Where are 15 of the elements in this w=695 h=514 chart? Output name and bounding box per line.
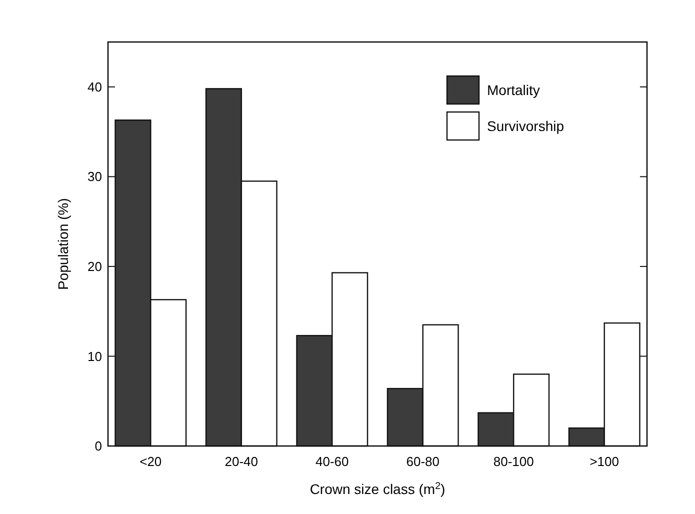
y-axis-title: Population (%) <box>55 198 71 290</box>
x-tick-label: 60-80 <box>406 454 440 469</box>
y-tick-label: 10 <box>88 348 102 364</box>
legend-label: Survivorship <box>487 118 564 134</box>
x-axis-title: Crown size class (m$^{2}$) <box>310 480 446 497</box>
x-tick-label: 80-100 <box>493 454 534 469</box>
y-tick-label: 30 <box>88 169 102 184</box>
y-tick-label: 0 <box>94 438 102 454</box>
x-tick-label: >100 <box>590 454 619 469</box>
x-tick-label: <20 <box>140 454 162 469</box>
y-tick-label: 40 <box>88 79 102 94</box>
y-tick-label: 20 <box>88 258 102 274</box>
x-tick-label: 20-40 <box>224 454 258 469</box>
legend-label: Mortality <box>487 82 540 98</box>
x-tick-label: 40-60 <box>316 454 349 469</box>
